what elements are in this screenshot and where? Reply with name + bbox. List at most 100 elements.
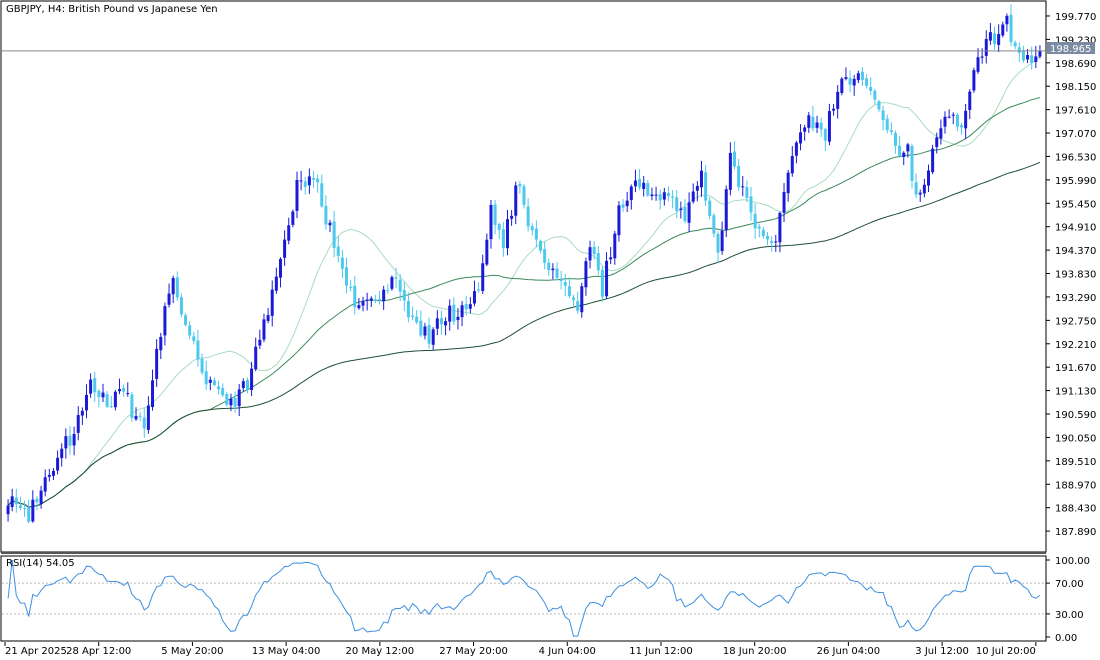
candle bbox=[976, 48, 980, 74]
candlesticks bbox=[6, 4, 1042, 524]
rsi-pane-frame bbox=[0, 555, 1047, 642]
candle-body bbox=[939, 128, 943, 139]
candle bbox=[662, 187, 666, 206]
candle-body bbox=[856, 73, 860, 81]
candle-body bbox=[691, 191, 695, 202]
candle-body bbox=[80, 410, 84, 416]
candle bbox=[361, 296, 365, 312]
candle-body bbox=[609, 257, 613, 260]
candle-body bbox=[935, 137, 939, 148]
candle bbox=[485, 233, 489, 267]
candle bbox=[943, 111, 947, 134]
candle-body bbox=[23, 507, 27, 509]
candle bbox=[155, 339, 159, 387]
candle-body bbox=[299, 180, 303, 182]
candle-body bbox=[419, 320, 423, 336]
candle-body bbox=[241, 381, 245, 388]
candle bbox=[563, 273, 567, 297]
candle bbox=[699, 160, 703, 197]
candle bbox=[869, 77, 873, 95]
candle bbox=[716, 231, 720, 263]
candle-body bbox=[72, 433, 76, 446]
candle bbox=[357, 298, 361, 310]
candle bbox=[101, 383, 105, 402]
candle bbox=[254, 337, 258, 372]
candle bbox=[175, 271, 179, 301]
candle-body bbox=[109, 406, 113, 408]
candle bbox=[51, 468, 55, 480]
rsi-tick-label: 100.00 bbox=[1055, 556, 1090, 567]
candle-body bbox=[468, 304, 472, 309]
candle-body bbox=[472, 291, 476, 304]
candle bbox=[914, 173, 918, 199]
candle bbox=[278, 257, 282, 288]
candle-body bbox=[212, 380, 216, 385]
candle-body bbox=[658, 194, 662, 201]
candle-body bbox=[819, 122, 823, 130]
candle-body bbox=[782, 191, 786, 213]
candle bbox=[1005, 13, 1009, 32]
candle-body bbox=[823, 129, 827, 141]
candle-body bbox=[427, 324, 431, 344]
rsi-tick-label: 30.00 bbox=[1055, 610, 1084, 621]
candle bbox=[89, 373, 93, 398]
candle-body bbox=[159, 336, 163, 351]
candle bbox=[35, 496, 39, 511]
candle bbox=[497, 222, 501, 239]
candle bbox=[708, 197, 712, 220]
candle-body bbox=[848, 77, 852, 85]
candle bbox=[1009, 4, 1013, 47]
candle-body bbox=[584, 261, 588, 288]
candle-body bbox=[827, 111, 831, 142]
candle bbox=[774, 234, 778, 252]
candle bbox=[918, 189, 922, 203]
ma-fast-line bbox=[7, 56, 1041, 508]
candle bbox=[311, 170, 315, 189]
candle bbox=[423, 322, 427, 340]
candle-body bbox=[130, 394, 134, 418]
candle-body bbox=[35, 498, 39, 503]
candle bbox=[316, 174, 320, 193]
candle-body bbox=[155, 348, 159, 379]
candle bbox=[794, 140, 798, 164]
candle bbox=[303, 176, 307, 195]
price-tick-label: 194.910 bbox=[1055, 223, 1096, 234]
candle-body bbox=[64, 436, 68, 449]
candle bbox=[860, 67, 864, 86]
candle bbox=[852, 74, 856, 96]
candle-body bbox=[340, 257, 344, 269]
candle bbox=[811, 105, 815, 132]
candle bbox=[464, 295, 468, 316]
candle-body bbox=[320, 183, 324, 207]
candle bbox=[922, 178, 926, 198]
candle bbox=[332, 210, 336, 258]
price-tag: 198.965 bbox=[1047, 42, 1095, 55]
candle-body bbox=[712, 215, 716, 234]
candle-body bbox=[889, 130, 893, 133]
candle-body bbox=[460, 305, 464, 318]
candle bbox=[501, 221, 505, 257]
candle-body bbox=[316, 178, 320, 183]
price-tick-label: 196.530 bbox=[1055, 152, 1096, 163]
candle-body bbox=[1034, 56, 1038, 63]
candle bbox=[968, 89, 972, 120]
candle bbox=[109, 396, 113, 409]
time-tick-label: 5 May 20:00 bbox=[161, 646, 223, 657]
candle-body bbox=[126, 393, 130, 395]
candle-body bbox=[134, 416, 138, 420]
candle-body bbox=[671, 196, 675, 198]
candle-body bbox=[307, 176, 311, 186]
candle bbox=[646, 180, 650, 197]
candle-body bbox=[345, 267, 349, 286]
candle-body bbox=[654, 194, 658, 196]
candle bbox=[724, 185, 728, 238]
candle-body bbox=[543, 249, 547, 263]
candle-body bbox=[786, 172, 790, 194]
candle-body bbox=[960, 125, 964, 128]
candle-body bbox=[510, 215, 514, 219]
candle-body bbox=[274, 276, 278, 291]
candle bbox=[993, 26, 997, 50]
candle-body bbox=[332, 221, 336, 249]
candle bbox=[580, 282, 584, 318]
